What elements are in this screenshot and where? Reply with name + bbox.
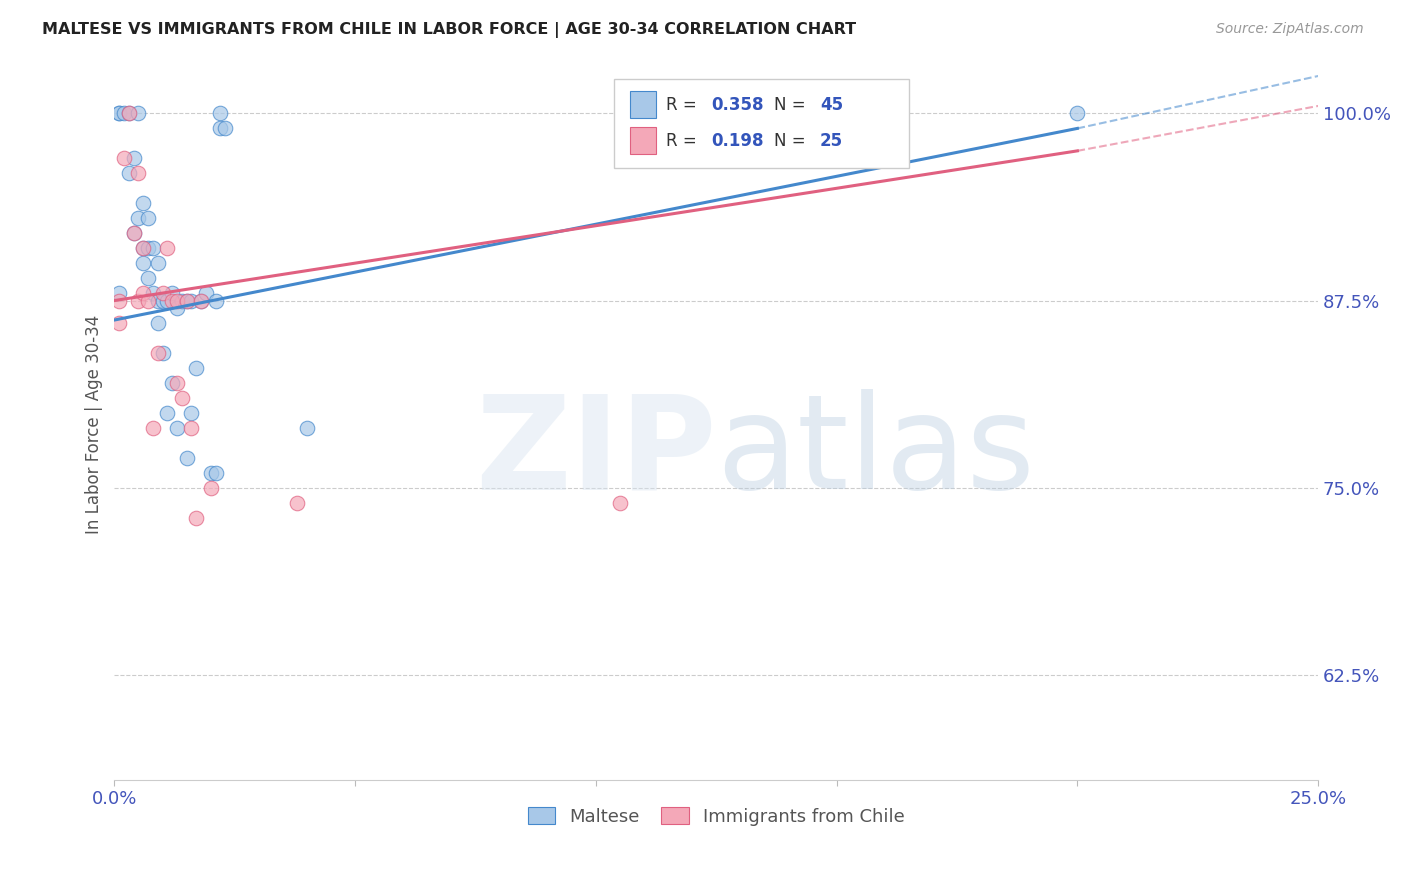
Point xyxy=(160,376,183,390)
Point xyxy=(132,286,155,301)
Text: 25: 25 xyxy=(820,132,844,150)
Text: N =: N = xyxy=(775,96,811,114)
Point xyxy=(142,421,165,435)
Point xyxy=(287,496,309,510)
Point xyxy=(170,391,193,405)
Point xyxy=(152,346,174,360)
Point xyxy=(146,256,169,270)
Point xyxy=(142,286,165,301)
Point xyxy=(190,293,212,308)
Text: R =: R = xyxy=(665,132,702,150)
Point xyxy=(209,121,232,136)
Point xyxy=(122,226,145,240)
Text: MALTESE VS IMMIGRANTS FROM CHILE IN LABOR FORCE | AGE 30-34 CORRELATION CHART: MALTESE VS IMMIGRANTS FROM CHILE IN LABO… xyxy=(42,22,856,38)
Point xyxy=(146,293,169,308)
Point xyxy=(127,166,149,180)
Point xyxy=(118,106,141,120)
Point xyxy=(166,293,188,308)
Point xyxy=(152,293,174,308)
Point xyxy=(156,293,179,308)
Point xyxy=(132,256,155,270)
Point xyxy=(112,152,135,166)
Point xyxy=(108,106,131,120)
Bar xyxy=(630,91,657,119)
Point xyxy=(136,293,159,308)
Point xyxy=(214,121,236,136)
Point xyxy=(190,293,212,308)
Point xyxy=(180,293,202,308)
Text: Source: ZipAtlas.com: Source: ZipAtlas.com xyxy=(1216,22,1364,37)
Text: atlas: atlas xyxy=(716,389,1035,516)
Point xyxy=(160,293,183,308)
Point xyxy=(132,241,155,255)
Point xyxy=(122,226,145,240)
Text: 45: 45 xyxy=(820,96,844,114)
Bar xyxy=(630,127,657,153)
Text: ZIP: ZIP xyxy=(475,389,716,516)
Point xyxy=(176,293,198,308)
Point xyxy=(1066,106,1088,120)
Point xyxy=(132,241,155,255)
Legend: Maltese, Immigrants from Chile: Maltese, Immigrants from Chile xyxy=(519,797,914,835)
Point xyxy=(186,510,208,524)
Point xyxy=(132,196,155,211)
Point xyxy=(118,106,141,120)
Point xyxy=(118,166,141,180)
Point xyxy=(295,421,318,435)
Y-axis label: In Labor Force | Age 30-34: In Labor Force | Age 30-34 xyxy=(86,315,103,533)
Point xyxy=(200,481,222,495)
Point xyxy=(180,406,202,420)
Point xyxy=(156,406,179,420)
Point xyxy=(204,466,226,480)
Point xyxy=(127,293,149,308)
Point xyxy=(122,152,145,166)
Point xyxy=(186,360,208,375)
Text: R =: R = xyxy=(665,96,702,114)
Point xyxy=(176,450,198,465)
Point xyxy=(180,421,202,435)
Point xyxy=(108,286,131,301)
Point xyxy=(166,376,188,390)
Point xyxy=(200,466,222,480)
Point xyxy=(136,241,159,255)
Point xyxy=(136,271,159,285)
Point xyxy=(112,106,135,120)
Point xyxy=(609,496,631,510)
Point xyxy=(142,241,165,255)
Point xyxy=(209,106,232,120)
Point xyxy=(166,421,188,435)
Point xyxy=(166,301,188,315)
Text: N =: N = xyxy=(775,132,811,150)
Point xyxy=(146,346,169,360)
Point xyxy=(156,241,179,255)
FancyBboxPatch shape xyxy=(614,79,908,168)
Point xyxy=(127,106,149,120)
Point xyxy=(136,211,159,226)
Point xyxy=(108,316,131,330)
Point xyxy=(170,293,193,308)
Point xyxy=(127,211,149,226)
Text: 0.358: 0.358 xyxy=(711,96,763,114)
Text: 0.198: 0.198 xyxy=(711,132,763,150)
Point xyxy=(108,293,131,308)
Point xyxy=(146,316,169,330)
Point xyxy=(194,286,217,301)
Point xyxy=(176,293,198,308)
Point xyxy=(204,293,226,308)
Point xyxy=(160,286,183,301)
Point xyxy=(152,286,174,301)
Point xyxy=(108,106,131,120)
